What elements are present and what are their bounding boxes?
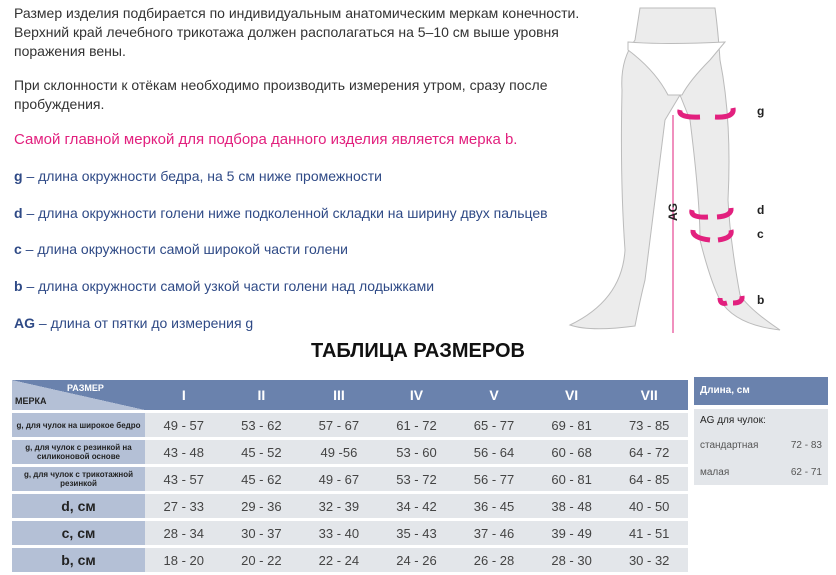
table-cell: 24 - 26 <box>377 548 456 572</box>
definition-g: g – длина окружности бедра, на 5 см ниже… <box>14 168 382 184</box>
table-cell: 37 - 46 <box>455 521 533 545</box>
size-header: VII <box>610 380 688 410</box>
table-cell: 33 - 40 <box>300 521 378 545</box>
row-label: b, см <box>12 548 145 572</box>
table-cell: 53 - 72 <box>377 467 456 491</box>
table-cell: 34 - 42 <box>377 494 456 518</box>
table-row: d, см 27 - 33 29 - 36 32 - 39 34 - 42 36 - 45… <box>12 494 688 518</box>
table-cell: 20 - 22 <box>222 548 301 572</box>
definition-c: c – длина окружности самой широкой части… <box>14 241 348 257</box>
highlight-text: Самой главной меркой для подбора данного… <box>14 131 518 148</box>
length-panel: Длина, см AG для чулок: стандартная 72 - … <box>694 377 828 485</box>
table-cell: 56 - 77 <box>455 467 533 491</box>
c-measure-arrow <box>690 229 734 243</box>
table-cell: 56 - 64 <box>455 440 533 464</box>
row-label: g, для чулок на широкое бедро <box>12 413 145 437</box>
table-cell: 30 - 32 <box>610 548 688 572</box>
length-row: малая 62 - 71 <box>700 467 822 478</box>
table-row: g, для чулок с трикотажной резинкой 43 - … <box>12 467 688 491</box>
table-cell: 60 - 81 <box>532 467 611 491</box>
table-cell: 39 - 49 <box>532 521 611 545</box>
corner-size-label: РАЗМЕР <box>67 383 104 393</box>
table-cell: 49 - 67 <box>300 467 378 491</box>
table-cell: 32 - 39 <box>300 494 378 518</box>
table-cell: 18 - 20 <box>145 548 223 572</box>
table-row: c, см 28 - 34 30 - 37 33 - 40 35 - 43 37 - 46… <box>12 521 688 545</box>
table-cell: 38 - 48 <box>532 494 611 518</box>
g-measure-arrow <box>677 107 736 120</box>
table-cell: 43 - 57 <box>145 467 223 491</box>
length-body: AG для чулок: стандартная 72 - 83 малая 62… <box>694 409 828 485</box>
table-cell: 40 - 50 <box>610 494 688 518</box>
table-cell: 65 - 77 <box>455 413 533 437</box>
length-header: Длина, см <box>694 377 828 405</box>
row-label: d, см <box>12 494 145 518</box>
definition-ag: AG – длина от пятки до измерения g <box>14 315 254 331</box>
table-cell: 53 - 60 <box>377 440 456 464</box>
definition-b: b – длина окружности самой узкой части г… <box>14 278 435 294</box>
table-corner: РАЗМЕР МЕРКА <box>12 380 145 410</box>
row-label: c, см <box>12 521 145 545</box>
table-cell: 45 - 62 <box>222 467 301 491</box>
table-cell: 22 - 24 <box>300 548 378 572</box>
length-subtitle: AG для чулок: <box>700 415 766 426</box>
length-row: стандартная 72 - 83 <box>700 440 822 451</box>
size-header: I <box>145 380 223 410</box>
intro-paragraph-2: При склонности к отёкам необходимо произ… <box>14 77 548 112</box>
row-label: g, для чулок с трикотажной резинкой <box>12 467 145 491</box>
table-cell: 64 - 85 <box>610 467 688 491</box>
table-cell: 61 - 72 <box>377 413 456 437</box>
table-cell: 29 - 36 <box>222 494 301 518</box>
table-header-row: РАЗМЕР МЕРКА I II III IV V VI VII <box>12 380 688 410</box>
intro-paragraph-1: Размер изделия подбирается по индивидуал… <box>14 5 580 59</box>
table-cell: 49 - 57 <box>145 413 223 437</box>
table-cell: 26 - 28 <box>455 548 533 572</box>
label-b: b <box>757 293 765 307</box>
table-cell: 53 - 62 <box>222 413 301 437</box>
table-title: ТАБЛИЦА РАЗМЕРОВ <box>311 340 525 362</box>
size-header: VI <box>532 380 611 410</box>
label-ag: AG <box>666 203 680 221</box>
corner-measure-label: МЕРКА <box>15 396 47 406</box>
definition-d: d – длина окружности голени ниже подколе… <box>14 205 548 221</box>
table-cell: 49 -56 <box>300 440 378 464</box>
table-cell: 35 - 43 <box>377 521 456 545</box>
table-cell: 30 - 37 <box>222 521 301 545</box>
size-header: II <box>222 380 301 410</box>
table-cell: 73 - 85 <box>610 413 688 437</box>
table-cell: 43 - 48 <box>145 440 223 464</box>
length-value: 62 - 71 <box>790 467 822 478</box>
size-header: V <box>455 380 533 410</box>
size-table: РАЗМЕР МЕРКА I II III IV V VI VII g, для чулок … <box>12 377 688 575</box>
table-row: g, для чулок с резинкой на силиконовой о… <box>12 440 688 464</box>
label-c: c <box>757 227 764 241</box>
table-cell: 41 - 51 <box>610 521 688 545</box>
table-cell: 36 - 45 <box>455 494 533 518</box>
row-label: g, для чулок с резинкой на силиконовой о… <box>12 440 145 464</box>
label-g: g <box>757 104 765 118</box>
b-measure-arrow <box>717 295 745 306</box>
table-cell: 57 - 67 <box>300 413 378 437</box>
length-value: 72 - 83 <box>790 440 822 451</box>
table-cell: 45 - 52 <box>222 440 301 464</box>
d-measure-arrow <box>689 207 734 220</box>
length-label: стандартная <box>700 440 759 451</box>
table-cell: 28 - 34 <box>145 521 223 545</box>
leg-diagram <box>568 7 781 333</box>
table-cell: 27 - 33 <box>145 494 223 518</box>
table-row: g, для чулок на широкое бедро 49 - 57 53 -… <box>12 413 688 437</box>
table-cell: 64 - 72 <box>610 440 688 464</box>
size-header: IV <box>377 380 456 410</box>
length-label: малая <box>700 467 730 478</box>
table-cell: 69 - 81 <box>532 413 611 437</box>
label-d: d <box>757 203 765 217</box>
table-cell: 28 - 30 <box>532 548 611 572</box>
table-cell: 60 - 68 <box>532 440 611 464</box>
size-header: III <box>300 380 378 410</box>
table-row: b, см 18 - 20 20 - 22 22 - 24 24 - 26 26 - 28… <box>12 548 688 572</box>
